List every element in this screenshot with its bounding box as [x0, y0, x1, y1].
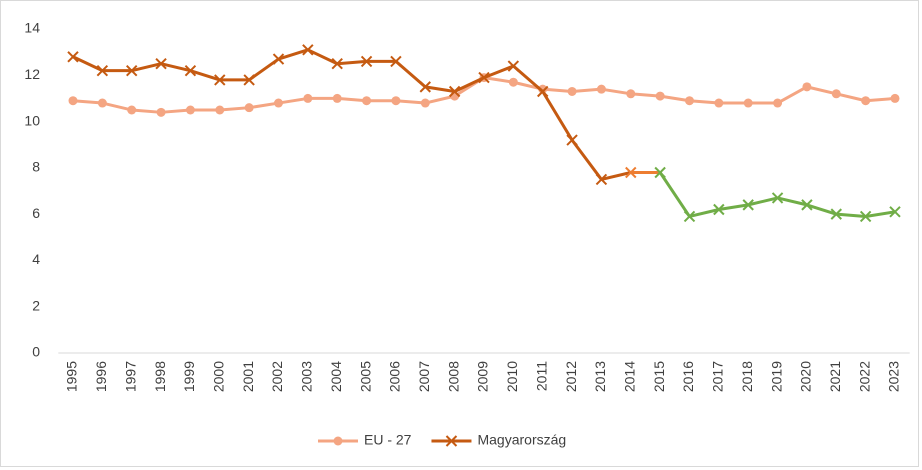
x-tick-label: 2011	[533, 361, 549, 391]
point	[67, 51, 79, 63]
point	[685, 96, 694, 106]
x-tick-label: 2016	[680, 361, 696, 392]
point	[272, 53, 285, 65]
point	[861, 96, 871, 106]
point	[215, 105, 225, 115]
point	[448, 85, 461, 98]
point	[773, 98, 783, 108]
x-tick-label: 2006	[387, 361, 403, 392]
x-tick-label: 2019	[768, 361, 784, 392]
point	[303, 93, 313, 103]
legend-label: Magyarország	[477, 432, 566, 448]
point	[890, 93, 900, 103]
point	[274, 98, 283, 108]
x-tick-label: 2018	[739, 361, 755, 392]
x-tick-label: 2001	[240, 361, 256, 392]
x-tick-label: 2022	[856, 361, 872, 392]
x-tick-label: 1997	[122, 361, 138, 392]
x-tick-label: 2017	[710, 361, 726, 392]
x-tick-label: 1996	[93, 361, 109, 392]
x-tick-label: 2008	[445, 361, 461, 392]
point	[683, 210, 696, 223]
point	[214, 74, 226, 86]
point	[126, 64, 138, 77]
point	[360, 55, 373, 68]
x-tick-label: 2009	[475, 361, 491, 392]
y-tick-label: 10	[24, 112, 40, 128]
point	[184, 64, 197, 77]
y-tick-label: 6	[32, 205, 40, 221]
x-tick-label: 1998	[152, 361, 168, 392]
point	[156, 107, 166, 117]
x-tick-label: 2007	[416, 361, 432, 392]
point	[391, 96, 401, 106]
point	[332, 93, 342, 103]
x-tick-label: 2013	[592, 361, 608, 392]
x-tick-label: 2005	[357, 361, 373, 392]
point	[771, 192, 784, 204]
x-tick-label: 2003	[299, 361, 315, 392]
point	[596, 84, 606, 94]
point	[508, 77, 518, 87]
point	[420, 98, 430, 108]
legend-label: EU - 27	[364, 432, 412, 448]
point	[362, 96, 372, 106]
x-tick-label: 2010	[504, 361, 520, 392]
point	[567, 86, 577, 96]
point	[478, 71, 490, 84]
y-tick-label: 12	[24, 66, 40, 82]
y-tick-label: 4	[32, 251, 40, 267]
point	[127, 105, 137, 115]
point	[566, 134, 578, 146]
x-tick-label: 2014	[621, 361, 637, 392]
point	[714, 98, 724, 108]
x-tick-label: 1995	[64, 361, 80, 392]
x-tick-label: 1999	[181, 361, 197, 392]
point	[68, 96, 78, 106]
x-tick-label: 2023	[886, 361, 902, 392]
x-tick-label: 2020	[798, 361, 814, 392]
x-tick-label: 2012	[563, 361, 579, 392]
point	[625, 166, 637, 179]
x-tick-label: 2021	[827, 361, 843, 392]
point	[96, 64, 109, 77]
y-tick-label: 8	[32, 159, 40, 175]
y-tick-label: 14	[24, 20, 40, 36]
point	[302, 44, 314, 56]
point	[889, 206, 901, 218]
point	[244, 103, 254, 113]
point	[801, 199, 813, 211]
point	[595, 173, 608, 186]
x-tick-label: 2002	[269, 361, 285, 392]
legend-marker	[333, 436, 343, 446]
point	[743, 98, 753, 108]
point	[97, 98, 107, 108]
point	[654, 166, 666, 179]
point	[655, 91, 665, 101]
legend-marker	[445, 435, 458, 447]
y-tick-label: 0	[32, 344, 40, 360]
y-tick-label: 2	[32, 297, 40, 313]
point	[419, 81, 431, 93]
point	[802, 82, 812, 92]
point	[831, 89, 841, 99]
point	[243, 74, 255, 86]
x-tick-label: 2015	[651, 361, 667, 392]
x-tick-label: 2000	[210, 361, 226, 392]
point	[537, 85, 549, 98]
point	[859, 210, 872, 223]
point	[185, 105, 195, 115]
point	[742, 199, 754, 211]
point	[713, 203, 725, 216]
point	[331, 58, 343, 70]
point	[830, 208, 842, 220]
point	[626, 89, 636, 99]
x-tick-label: 2004	[328, 361, 344, 392]
point	[507, 60, 520, 72]
point	[390, 55, 402, 68]
point	[155, 58, 167, 70]
